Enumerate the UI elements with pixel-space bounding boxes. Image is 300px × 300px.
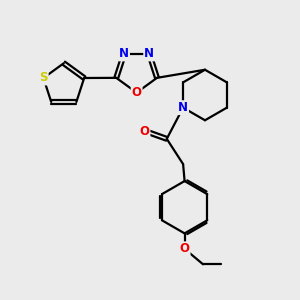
Text: N: N (119, 47, 129, 60)
Text: N: N (144, 47, 154, 60)
Text: O: O (132, 86, 142, 99)
Text: S: S (39, 71, 48, 85)
Text: O: O (140, 125, 149, 138)
Text: O: O (180, 242, 190, 255)
Text: N: N (178, 101, 188, 114)
